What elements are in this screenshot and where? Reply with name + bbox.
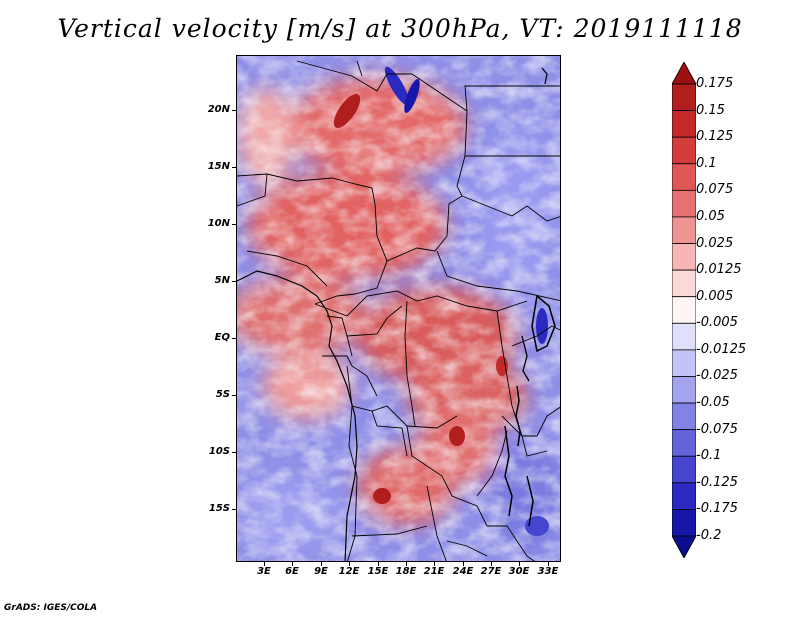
colorbar-segment	[671, 110, 697, 138]
colorbar-segment	[671, 535, 697, 559]
lon-tick	[406, 562, 407, 566]
coastlines	[237, 67, 556, 561]
lon-label-6e: 6E	[285, 566, 299, 577]
lat-tick	[232, 224, 236, 225]
colorbar-segment	[671, 163, 697, 191]
lon-label-21e: 21E	[423, 566, 445, 577]
colorbar-label: -0.2	[696, 528, 722, 543]
colorbar-segment	[671, 349, 697, 377]
colorbar-segment	[671, 269, 697, 298]
colorbar-label: -0.025	[696, 368, 738, 384]
lon-label-9e: 9E	[314, 566, 328, 577]
lon-tick	[434, 562, 435, 566]
colorbar-segment	[671, 376, 697, 404]
colorbar-label: 0.005	[696, 288, 734, 304]
colorbar-label: -0.075	[696, 421, 738, 437]
colorbar-label: 0.15	[696, 102, 725, 118]
map-texture	[237, 56, 560, 561]
colorbar-label: -0.1	[696, 448, 722, 464]
lat-tick	[232, 338, 236, 339]
lon-tick	[519, 562, 520, 566]
colorbar-segment	[671, 216, 697, 244]
colorbar-label: 0.1	[696, 155, 717, 171]
colorbar-label: -0.0125	[696, 341, 747, 357]
colorbar-segment	[671, 136, 697, 165]
colorbar-label: -0.125	[696, 474, 738, 490]
lon-label-27e: 27E	[480, 566, 502, 577]
lat-tick	[232, 167, 236, 168]
colorbar-segment	[671, 482, 697, 510]
lat-label-15s: 15S	[208, 503, 230, 514]
lon-label-24e: 24E	[452, 566, 474, 577]
colorbar-segment	[671, 402, 697, 431]
colorbar-segment	[671, 61, 697, 85]
colorbar-label: -0.05	[696, 395, 730, 411]
lat-label-5n: 5N	[214, 275, 230, 286]
colorbar-canvas	[671, 61, 697, 559]
lat-tick	[232, 509, 236, 510]
colorbar-segment	[671, 296, 697, 324]
colorbar-segment	[671, 189, 697, 218]
lat-label-15n: 15N	[207, 161, 230, 172]
colorbar-label: 0.075	[696, 182, 734, 198]
lon-tick	[349, 562, 350, 566]
lon-label-18e: 18E	[395, 566, 417, 577]
colorbar-segment	[671, 455, 697, 484]
map-canvas	[237, 56, 560, 561]
strong-cells	[333, 66, 549, 536]
colorbar-label: 0.05	[696, 208, 725, 224]
lon-label-12e: 12E	[338, 566, 360, 577]
velocity-map	[236, 55, 561, 562]
lon-tick	[321, 562, 322, 566]
lon-tick	[292, 562, 293, 566]
lat-label-eq: EQ	[214, 332, 230, 343]
lat-tick	[232, 395, 236, 396]
lon-tick	[491, 562, 492, 566]
lat-label-10s: 10S	[208, 446, 230, 457]
lat-label-5s: 5S	[215, 389, 230, 400]
colorbar-segment	[671, 322, 697, 351]
colorbar-segment	[671, 83, 697, 111]
colorbar-label: -0.005	[696, 315, 738, 331]
lon-label-33e: 33E	[537, 566, 559, 577]
colorbar-segment	[671, 509, 697, 537]
lat-tick	[232, 452, 236, 453]
lat-tick	[232, 110, 236, 111]
lon-label-15e: 15E	[367, 566, 389, 577]
colorbar-segment	[671, 429, 697, 457]
lon-label-3e: 3E	[257, 566, 271, 577]
colorbar	[671, 61, 697, 559]
lon-tick	[548, 562, 549, 566]
lat-label-20n: 20N	[207, 104, 230, 115]
lon-tick	[378, 562, 379, 566]
lat-label-10n: 10N	[207, 218, 230, 229]
colorbar-segment	[671, 243, 697, 271]
colorbar-label: 0.125	[696, 129, 734, 145]
lon-tick	[463, 562, 464, 566]
plot-title: Vertical velocity [m/s] at 300hPa, VT: 2…	[57, 14, 743, 43]
lat-tick	[232, 281, 236, 282]
lon-tick	[264, 562, 265, 566]
colorbar-label: 0.175	[696, 76, 734, 91]
colorbar-label: 0.0125	[696, 262, 742, 278]
lon-label-30e: 30E	[508, 566, 530, 577]
country-borders	[237, 60, 560, 561]
colorbar-label: -0.175	[696, 501, 738, 517]
colorbar-label: 0.025	[696, 235, 734, 251]
grads-credit: GrADS: IGES/COLA	[4, 603, 98, 613]
